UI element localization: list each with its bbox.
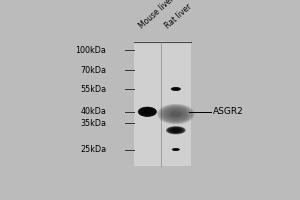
Ellipse shape: [166, 126, 186, 134]
Ellipse shape: [143, 109, 152, 114]
Ellipse shape: [171, 128, 181, 132]
Ellipse shape: [138, 107, 157, 117]
Ellipse shape: [159, 105, 192, 123]
Ellipse shape: [173, 88, 178, 90]
Text: ASGR2: ASGR2: [213, 107, 244, 116]
Ellipse shape: [174, 149, 178, 150]
Ellipse shape: [142, 109, 152, 114]
Ellipse shape: [172, 148, 180, 151]
Ellipse shape: [167, 127, 184, 134]
Text: 70kDa: 70kDa: [80, 66, 106, 75]
Ellipse shape: [168, 127, 183, 133]
Ellipse shape: [171, 87, 180, 91]
Ellipse shape: [172, 148, 180, 151]
Ellipse shape: [172, 88, 179, 90]
Ellipse shape: [169, 127, 183, 133]
Ellipse shape: [140, 108, 154, 115]
Ellipse shape: [173, 88, 178, 90]
Ellipse shape: [173, 88, 179, 90]
Ellipse shape: [174, 149, 178, 150]
Ellipse shape: [167, 127, 185, 134]
Ellipse shape: [173, 148, 179, 151]
Ellipse shape: [173, 88, 178, 90]
Ellipse shape: [171, 87, 181, 91]
Ellipse shape: [169, 128, 182, 133]
Ellipse shape: [172, 88, 179, 90]
Ellipse shape: [174, 149, 178, 150]
Ellipse shape: [140, 108, 155, 116]
Ellipse shape: [172, 88, 179, 90]
Ellipse shape: [167, 127, 184, 134]
Ellipse shape: [139, 107, 156, 116]
Ellipse shape: [141, 109, 154, 115]
Ellipse shape: [139, 108, 155, 116]
Ellipse shape: [144, 110, 150, 113]
Ellipse shape: [142, 109, 153, 115]
Ellipse shape: [141, 108, 154, 115]
Ellipse shape: [173, 149, 178, 150]
Ellipse shape: [172, 148, 179, 151]
Ellipse shape: [138, 107, 157, 117]
Ellipse shape: [173, 149, 178, 150]
Ellipse shape: [171, 87, 181, 91]
Text: 40kDa: 40kDa: [80, 107, 106, 116]
Ellipse shape: [169, 127, 183, 133]
Ellipse shape: [157, 104, 195, 124]
Ellipse shape: [173, 88, 179, 90]
Ellipse shape: [140, 108, 154, 116]
Text: 100kDa: 100kDa: [75, 46, 106, 55]
Ellipse shape: [173, 149, 179, 150]
Ellipse shape: [161, 106, 191, 122]
Ellipse shape: [172, 148, 180, 151]
Ellipse shape: [143, 110, 151, 114]
Ellipse shape: [160, 105, 192, 123]
Ellipse shape: [173, 149, 179, 150]
Ellipse shape: [173, 149, 179, 150]
Ellipse shape: [170, 111, 182, 117]
Text: 35kDa: 35kDa: [80, 119, 106, 128]
Ellipse shape: [171, 128, 181, 132]
Ellipse shape: [172, 88, 180, 90]
Ellipse shape: [142, 109, 153, 115]
Ellipse shape: [174, 88, 178, 90]
Ellipse shape: [142, 109, 152, 114]
Ellipse shape: [158, 105, 193, 124]
Text: 25kDa: 25kDa: [80, 145, 106, 154]
Ellipse shape: [174, 149, 178, 150]
Ellipse shape: [171, 87, 181, 91]
Ellipse shape: [172, 87, 180, 91]
Ellipse shape: [171, 87, 180, 91]
Ellipse shape: [168, 127, 184, 134]
Ellipse shape: [158, 104, 194, 124]
Text: Rat liver: Rat liver: [163, 2, 193, 30]
Ellipse shape: [139, 107, 156, 116]
Text: Mouse liver: Mouse liver: [137, 0, 176, 30]
Ellipse shape: [173, 149, 178, 150]
Ellipse shape: [143, 110, 152, 114]
Ellipse shape: [172, 148, 179, 151]
Ellipse shape: [171, 128, 181, 132]
Ellipse shape: [170, 128, 182, 133]
Ellipse shape: [170, 128, 182, 133]
Ellipse shape: [166, 126, 185, 134]
Ellipse shape: [172, 88, 180, 90]
Ellipse shape: [144, 110, 151, 114]
Ellipse shape: [172, 148, 179, 151]
Text: 55kDa: 55kDa: [80, 85, 106, 94]
FancyBboxPatch shape: [134, 41, 191, 166]
